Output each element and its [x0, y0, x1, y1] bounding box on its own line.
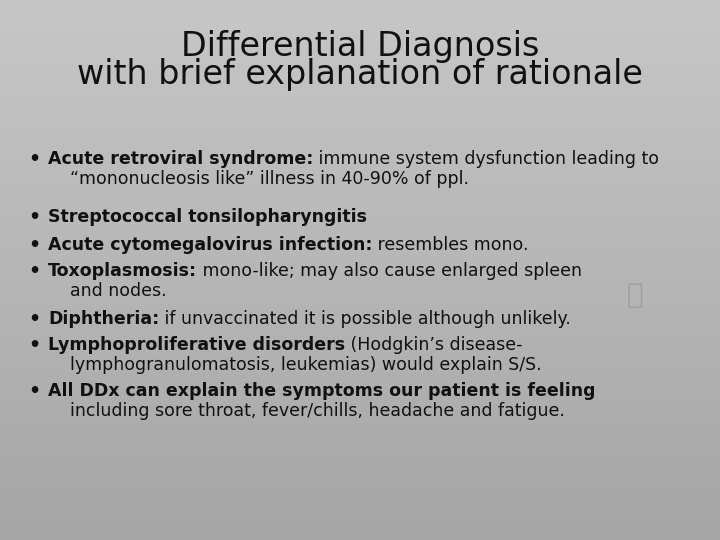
Text: “mononucleosis like” illness in 40-90% of ppl.: “mononucleosis like” illness in 40-90% o… [48, 170, 469, 188]
Text: including sore throat, fever/chills, headache and fatigue.: including sore throat, fever/chills, hea… [48, 402, 565, 420]
Text: immune system dysfunction leading to: immune system dysfunction leading to [313, 150, 660, 168]
Text: 🔈: 🔈 [626, 281, 643, 309]
Text: •: • [28, 310, 40, 329]
Text: Diphtheria:: Diphtheria: [48, 310, 159, 328]
Text: •: • [28, 208, 40, 227]
Text: resembles mono.: resembles mono. [372, 236, 529, 254]
Text: Acute retroviral syndrome:: Acute retroviral syndrome: [48, 150, 313, 168]
Text: with brief explanation of rationale: with brief explanation of rationale [77, 58, 643, 91]
Text: •: • [28, 382, 40, 401]
Text: if unvaccinated it is possible although unlikely.: if unvaccinated it is possible although … [159, 310, 571, 328]
Text: lymphogranulomatosis, leukemias) would explain S/S.: lymphogranulomatosis, leukemias) would e… [48, 356, 541, 374]
Text: Acute cytomegalovirus infection:: Acute cytomegalovirus infection: [48, 236, 372, 254]
Text: (Hodgkin’s disease-: (Hodgkin’s disease- [345, 336, 523, 354]
Text: Lymphoproliferative disorders: Lymphoproliferative disorders [48, 336, 345, 354]
Text: •: • [28, 262, 40, 281]
Text: •: • [28, 150, 40, 169]
Text: •: • [28, 236, 40, 255]
Text: Streptococcal tonsilopharyngitis: Streptococcal tonsilopharyngitis [48, 208, 367, 226]
Text: •: • [28, 336, 40, 355]
Text: mono-like; may also cause enlarged spleen: mono-like; may also cause enlarged splee… [197, 262, 582, 280]
Text: and nodes.: and nodes. [48, 282, 166, 300]
Text: All DDx can explain the symptoms our patient is feeling: All DDx can explain the symptoms our pat… [48, 382, 595, 400]
Text: Differential Diagnosis: Differential Diagnosis [181, 30, 539, 63]
Text: Toxoplasmosis:: Toxoplasmosis: [48, 262, 197, 280]
